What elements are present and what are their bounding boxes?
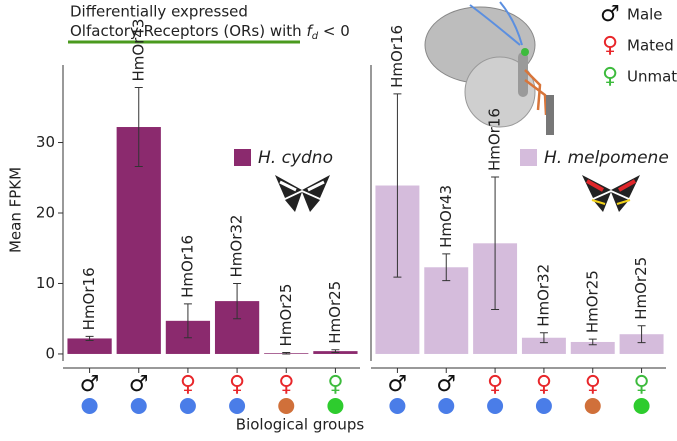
error-bar	[282, 352, 291, 355]
group-dot	[81, 398, 98, 414]
x-tick-label: ♀	[278, 372, 294, 397]
bar-label: HmOr43	[129, 19, 147, 82]
bar	[619, 334, 664, 354]
x-tick-label: ♂	[388, 372, 408, 397]
error-bar	[85, 335, 94, 342]
x-tick-label: ♂	[129, 372, 149, 397]
x-tick-label: ♀	[536, 372, 552, 397]
x-tick-label: ♀	[634, 372, 650, 397]
x-tick-label: ♂	[436, 372, 456, 397]
group-dot	[487, 398, 504, 414]
butterfly-diagram	[424, 1, 554, 135]
error-bar	[637, 325, 646, 344]
bar-label: HmOr43	[437, 185, 455, 248]
bar-label: HmOr32	[228, 215, 246, 278]
group-dot	[278, 398, 295, 414]
x-axis-label: Biological groups	[236, 416, 365, 434]
error-bar	[183, 303, 192, 339]
y-tick-label: 30	[36, 133, 55, 151]
y-tick-label: 0	[45, 344, 55, 362]
legend-swatch	[234, 149, 251, 166]
error-bar	[331, 349, 340, 354]
bar-label: HmOr16	[80, 267, 98, 330]
x-tick-label: ♀	[487, 372, 503, 397]
error-bar	[539, 332, 548, 344]
bar-label: HmOr25	[326, 281, 344, 344]
legend-swatch	[520, 149, 537, 166]
error-bar	[233, 282, 242, 320]
title-text: Olfactory Receptors (ORs) with	[70, 22, 302, 40]
title-text: < 0	[323, 22, 350, 40]
x-tick-label: ♀	[180, 372, 196, 397]
legend-label: Male	[627, 6, 663, 24]
small-butterfly	[275, 175, 330, 212]
y-tick-label: 20	[36, 204, 55, 222]
bar	[521, 337, 566, 354]
error-bar	[588, 338, 597, 346]
error-bar	[134, 87, 143, 167]
error-bar	[442, 253, 451, 282]
x-tick-label: ♀	[327, 372, 343, 397]
group-dot	[438, 398, 455, 414]
legend-label: H. melpomene	[544, 148, 669, 168]
title-var: f	[306, 22, 314, 40]
bar-label: HmOr25	[632, 257, 650, 320]
group-dot	[584, 398, 601, 414]
bar-label: HmOr16	[178, 235, 196, 298]
title-line: Differentially expressed	[70, 3, 248, 21]
bar-label: HmOr32	[534, 264, 552, 327]
group-dot	[130, 398, 147, 414]
group-dot	[633, 398, 650, 414]
legend-symbol: ♀	[602, 64, 618, 89]
bar-label: HmOr16	[486, 108, 504, 171]
x-tick-label: ♀	[229, 372, 245, 397]
small-butterfly	[582, 175, 640, 212]
legend-symbol: ♂	[600, 2, 620, 27]
x-tick-label: ♀	[585, 372, 601, 397]
bar-label: HmOr16	[388, 25, 406, 88]
bar	[424, 267, 469, 354]
legend-label: H. cydno	[258, 148, 333, 168]
y-axis-label: Mean FPKM	[7, 167, 25, 253]
title-line: Olfactory Receptors (ORs) with fd < 0	[70, 22, 350, 45]
group-dot	[229, 398, 246, 414]
legend-label: Mated	[627, 37, 674, 55]
group-dot	[389, 398, 406, 414]
y-tick-label: 10	[36, 274, 55, 292]
legend-label: Unmated	[627, 68, 677, 86]
bar-label: HmOr25	[583, 270, 601, 333]
bar-label: HmOr25	[277, 284, 295, 347]
legend-symbol: ♀	[602, 33, 618, 58]
title-sub: d	[312, 31, 319, 42]
group-dot	[535, 398, 552, 414]
group-dot	[179, 398, 196, 414]
error-bar	[393, 93, 402, 278]
bar	[570, 341, 615, 354]
x-tick-label: ♂	[80, 372, 100, 397]
error-bar	[491, 176, 500, 311]
group-dot	[327, 398, 344, 414]
bar	[67, 338, 112, 354]
